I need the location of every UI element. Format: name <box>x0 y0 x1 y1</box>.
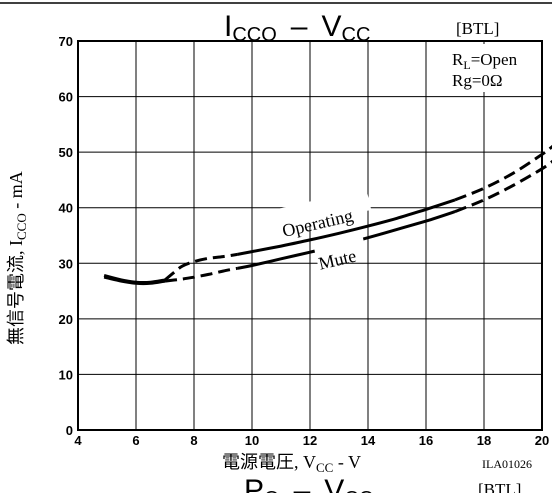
y-tick-label: 60 <box>59 90 73 105</box>
operating-label-bg <box>274 188 372 232</box>
x-tick-label: 6 <box>132 433 139 448</box>
title-i: I <box>224 10 232 43</box>
figure-id: ILA01026 <box>482 457 532 471</box>
conditions-box: RL=Open Rg=0Ω <box>448 44 541 92</box>
y-tick-label: 20 <box>59 312 73 327</box>
series-line-operating-solid-2 <box>237 198 456 256</box>
x-tick-label: 20 <box>535 433 549 448</box>
x-tick-label: 8 <box>190 433 197 448</box>
plot-frame <box>77 40 543 431</box>
x-tick-label: 12 <box>303 433 317 448</box>
y-tick-labels: 0 10 20 30 40 50 60 70 <box>59 34 73 438</box>
series-line-operating-dashed-2 <box>454 144 552 202</box>
next-chart-title: PO–VCC <box>244 474 373 493</box>
mute-label-bg <box>314 237 368 269</box>
series-line-mute-solid <box>103 275 166 286</box>
title-dash: – <box>291 10 308 43</box>
y-tick-label: 0 <box>66 423 73 438</box>
y-tick-label: 50 <box>59 145 73 160</box>
x-tick-label: 10 <box>245 433 259 448</box>
condition-rg: Rg=0Ω <box>452 71 503 90</box>
y-tick-label: 10 <box>59 367 73 382</box>
series-line-operating-dashed-1 <box>164 252 238 282</box>
x-tick-label: 18 <box>477 433 491 448</box>
y-axis-label: 無信号電流, ICCO - mA <box>6 171 29 345</box>
y-tick-label: 30 <box>59 256 73 271</box>
condition-rl: RL=Open <box>452 50 518 72</box>
x-tick-label: 4 <box>74 433 82 448</box>
mode-tag: [BTL] <box>456 19 499 38</box>
series-line-mute-dashed-1 <box>164 266 238 283</box>
next-mode-tag: [BTL] <box>478 480 521 493</box>
series-line-mute-dashed-2 <box>454 159 552 213</box>
conditions-bg <box>448 44 541 92</box>
x-tick-labels: 4 6 8 10 12 14 16 18 20 <box>74 433 549 448</box>
y-tick-label: 40 <box>59 201 73 216</box>
x-tick-label: 14 <box>361 433 376 448</box>
y-tick-label: 70 <box>59 34 73 49</box>
title-v: V <box>321 10 341 43</box>
curve-labels: Operating Mute <box>274 188 372 274</box>
x-tick-label: 16 <box>419 433 433 448</box>
x-axis-label: 電源電圧, VCC - V <box>222 452 361 475</box>
